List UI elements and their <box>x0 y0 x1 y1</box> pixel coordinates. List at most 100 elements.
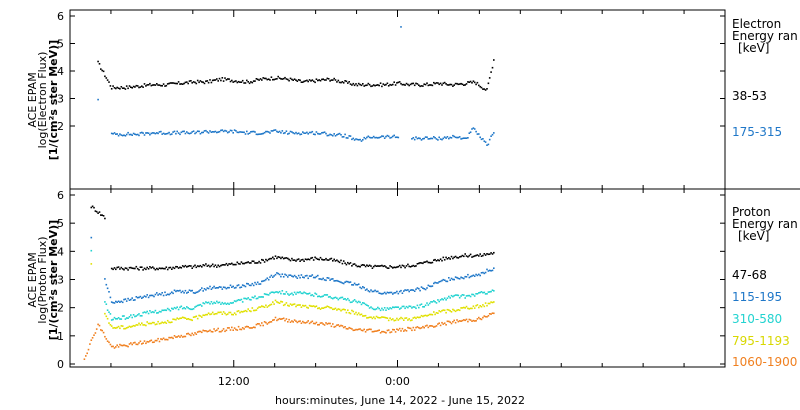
proton-1060-1900-point <box>94 332 97 334</box>
proton-115-195-point <box>362 286 364 288</box>
proton-47-68-point <box>150 267 153 269</box>
proton-310-580-point <box>413 306 416 308</box>
electron-175-315-point <box>472 127 475 129</box>
proton-795-1193-point <box>172 318 174 320</box>
proton-47-68-point <box>146 266 148 269</box>
proton-115-195-point <box>267 278 270 281</box>
electron-38-53-point <box>246 79 248 82</box>
proton-47-68-point <box>278 256 281 259</box>
proton-1060-1900-point <box>150 339 153 342</box>
proton-310-580-point <box>150 311 153 314</box>
electron-38-53-point <box>357 82 360 85</box>
proton-1060-1900-point <box>254 326 256 329</box>
electron-38-53-point <box>247 81 249 83</box>
proton-310-580-point <box>214 302 217 304</box>
proton-1060-1900-point <box>461 319 464 322</box>
proton-115-195-point <box>188 289 191 291</box>
electron-38-53-point <box>493 59 495 61</box>
proton-795-1193-point <box>325 306 327 308</box>
proton-1060-1900-point <box>116 344 118 346</box>
electron-38-53-point <box>340 81 342 84</box>
electron-175-315-point <box>445 137 447 139</box>
electron-175-315-point <box>239 131 241 133</box>
proton-795-1193-point <box>445 311 447 314</box>
proton-y-tick-label: 5 <box>57 217 64 230</box>
electron-175-315-point <box>241 131 244 133</box>
proton-795-1193-point <box>484 302 487 304</box>
proton-310-580-point <box>482 291 484 294</box>
electron-38-53-point <box>109 85 112 87</box>
proton-1060-1900-point <box>239 328 241 331</box>
proton-115-195-point <box>381 293 383 295</box>
proton-310-580-point <box>295 293 297 295</box>
proton-47-68-point <box>284 257 286 259</box>
proton-115-195-point <box>385 292 387 295</box>
proton-47-68-point <box>300 259 303 261</box>
proton-795-1193-point <box>263 306 266 308</box>
proton-1060-1900-point <box>381 330 383 333</box>
proton-310-580-point <box>454 294 457 296</box>
proton-1060-1900-point <box>359 328 361 330</box>
electron-38-53-point <box>338 81 341 84</box>
electron-175-315-point <box>473 128 476 130</box>
electron-175-315-point <box>229 129 232 132</box>
proton-47-68-point <box>487 253 490 256</box>
proton-1060-1900-point <box>202 329 204 332</box>
proton-115-195-point <box>161 292 163 294</box>
proton-795-1193-point <box>202 314 204 316</box>
proton-47-68-point <box>267 258 270 261</box>
proton-1060-1900-point <box>214 330 217 332</box>
electron-175-315-point <box>221 129 224 131</box>
proton-47-68-point <box>304 258 307 260</box>
proton-1060-1900-point <box>379 332 382 334</box>
electron-38-53-point <box>353 84 356 87</box>
proton-795-1193-point <box>250 310 252 313</box>
electron-175-315-point <box>254 131 256 133</box>
proton-310-580-point <box>239 299 241 301</box>
electron-175-315-point <box>138 134 140 137</box>
electron-175-315-point <box>132 132 135 135</box>
electron-38-53-point <box>146 84 148 86</box>
proton-1060-1900-point <box>86 352 88 355</box>
electron-175-315-point <box>142 132 144 134</box>
electron-38-53-point <box>244 82 247 84</box>
electron-38-53-point <box>232 81 234 83</box>
proton-795-1193-point <box>441 309 443 312</box>
proton-47-68-point <box>359 266 361 268</box>
proton-47-68-point <box>116 266 118 269</box>
proton-47-68-point <box>449 258 451 260</box>
electron-175-315-point <box>190 132 192 134</box>
proton-1060-1900-point <box>117 346 120 348</box>
electron-175-315-point <box>181 130 184 133</box>
proton-310-580-point <box>443 297 446 299</box>
proton-115-195-point <box>194 292 196 294</box>
proton-1060-1900-point <box>130 342 132 344</box>
electron-38-53-point <box>332 79 334 81</box>
electron-175-315-point <box>216 131 218 134</box>
electron-175-315-point <box>299 133 301 136</box>
proton-310-580-point <box>188 308 191 310</box>
proton-1060-1900-point <box>319 322 322 324</box>
electron-38-53-point <box>484 89 487 91</box>
proton-795-1193-point <box>418 316 420 319</box>
proton-47-68-point <box>117 266 120 268</box>
proton-310-580-point <box>156 312 158 314</box>
proton-1060-1900-point <box>340 324 342 327</box>
proton-1060-1900-point <box>475 320 477 322</box>
proton-1060-1900-point <box>183 335 185 338</box>
proton-310-580-point <box>362 302 364 304</box>
proton-47-68-point <box>161 267 163 270</box>
proton-310-580-point <box>231 302 233 304</box>
proton-47-68-point <box>385 266 387 268</box>
electron-175-315-point <box>248 132 251 134</box>
proton-310-580-point <box>115 318 117 320</box>
electron-38-53-point <box>379 82 382 84</box>
proton-115-195-point <box>332 278 334 280</box>
electron-175-315-point <box>469 131 472 133</box>
proton-115-195-point <box>423 288 425 290</box>
proton-795-1193-point <box>233 312 236 314</box>
electron-38-53-point <box>168 82 170 85</box>
electron-175-315-point <box>438 136 440 139</box>
proton-1060-1900-point <box>281 318 284 320</box>
electron-38-53-point <box>460 82 462 85</box>
